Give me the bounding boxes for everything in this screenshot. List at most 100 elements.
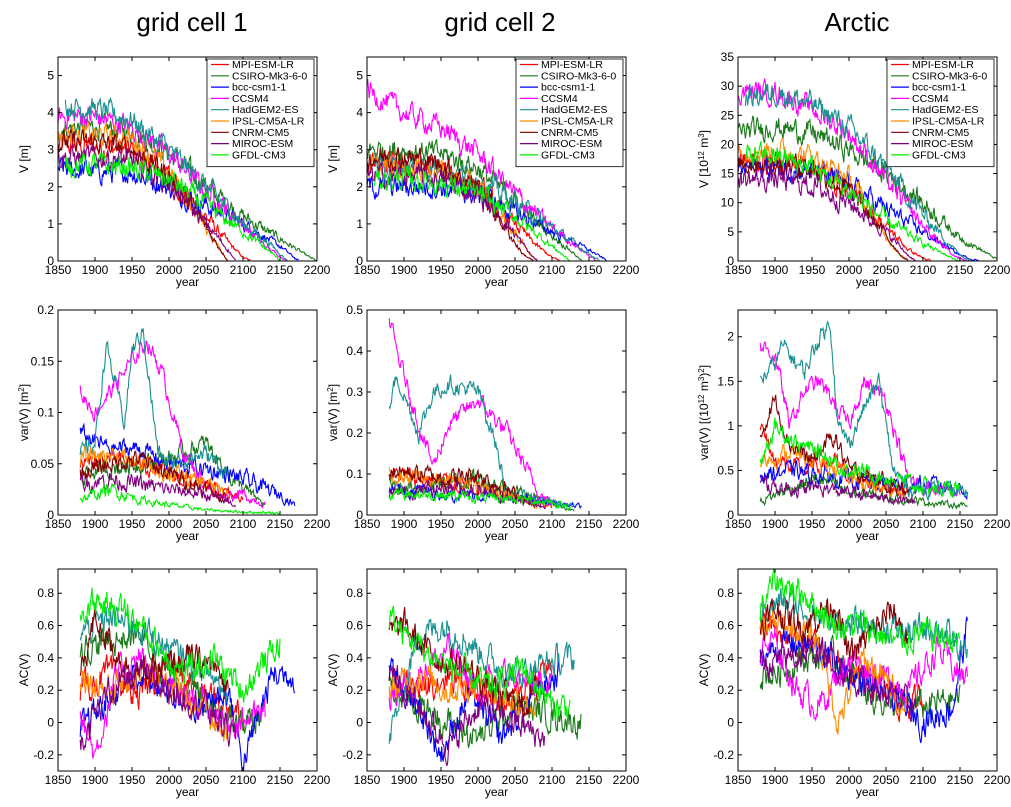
series-line-CCSM4 [79, 647, 266, 759]
y-tick-label: 0 [47, 254, 54, 268]
legend-entry: bcc-csm1-1 [912, 82, 966, 94]
y-axis-label: var(V) [m2] [17, 384, 32, 441]
y-tick-label: 4 [47, 106, 54, 120]
series-line-GFDL-CM3 [759, 417, 961, 498]
axes-box [737, 568, 998, 772]
legend-entry: CNRM-CM5 [232, 127, 289, 139]
axes-box [366, 56, 627, 262]
y-tick-label: 0.8 [717, 586, 734, 600]
x-tick-label: 1950 [428, 263, 455, 277]
x-tick-label: 2050 [193, 773, 220, 787]
y-tick-label: 35 [721, 50, 735, 64]
y-axis-label: V [m] [326, 145, 340, 173]
x-tick-label: 2200 [984, 517, 1011, 531]
legend-entry: IPSL-CM5A-LR [541, 116, 614, 128]
y-tick-label: 0.8 [346, 586, 363, 600]
series-line-MIROC-ESM [738, 166, 916, 261]
panel-v-cell1: 1850 1900 1950 2000 2050 2100 2150 2200 0 1 2 3 4 5 ye… [17, 56, 331, 289]
series-line-GFDL-CM3 [388, 484, 572, 510]
series-line-MIROC-ESM [79, 658, 237, 752]
legend-entry: GFDL-CM3 [232, 149, 286, 161]
y-tick-label: 0.2 [346, 426, 363, 440]
legend-entry: MPI-ESM-LR [912, 59, 974, 71]
x-tick-label: 2200 [984, 773, 1011, 787]
y-tick-label: 1.5 [717, 374, 734, 388]
series-line-bcc-csm1-1 [58, 156, 299, 261]
series-group [367, 78, 608, 261]
x-tick-label: 1850 [354, 517, 381, 531]
legend-entry: CSIRO-Mk3-6-0 [541, 70, 616, 82]
x-tick-label: 1850 [45, 517, 72, 531]
y-tick-label: 0.05 [31, 457, 55, 471]
y-tick-label: 5 [727, 225, 734, 239]
legend-entry: MIROC-ESM [912, 138, 973, 150]
x-tick-label: 1900 [762, 517, 789, 531]
axes-box [57, 568, 318, 772]
y-tick-label: 0.6 [37, 619, 54, 633]
series-line-CNRM-CM5 [79, 603, 229, 693]
series-line-CSIRO-Mk3-6-0 [759, 634, 961, 719]
y-tick-label: 3 [47, 143, 54, 157]
y-axis-label: var(V) [m2] [326, 384, 341, 441]
x-tick-label: 1950 [119, 263, 146, 277]
series-line-bcc-csm1-1 [759, 616, 968, 744]
x-axis-label: year [856, 785, 879, 799]
x-tick-label: 2100 [539, 263, 566, 277]
y-tick-label: 10 [721, 196, 735, 210]
y-tick-label: 0.6 [717, 619, 734, 633]
legend-entry: bcc-csm1-1 [541, 82, 595, 94]
y-tick-label: 1 [356, 217, 363, 231]
x-tick-label: 1900 [391, 517, 418, 531]
x-axis-label: year [485, 275, 508, 289]
series-line-CNRM-CM5 [388, 463, 538, 509]
x-tick-label: 2150 [267, 517, 294, 531]
legend-box [515, 58, 624, 168]
series-line-GFDL-CM3 [744, 141, 960, 261]
x-axis-label: year [176, 529, 199, 543]
y-tick-label: 0.1 [37, 406, 54, 420]
x-tick-label: 1850 [45, 773, 72, 787]
x-tick-label: 2150 [947, 517, 974, 531]
panel-v-cell2: 1850 1900 1950 2000 2050 2100 2150 2200 0 1 2 3 4 5 ye… [326, 56, 640, 289]
series-group [58, 96, 317, 261]
series-line-IPSL-CM5A-LR [388, 665, 538, 719]
x-tick-label: 2150 [576, 773, 603, 787]
x-tick-label: 2100 [910, 773, 937, 787]
legend-entry: CCSM4 [541, 93, 578, 105]
x-tick-label: 2050 [502, 773, 529, 787]
series-line-HadGEM2-ES [388, 374, 575, 509]
x-tick-label: 2150 [576, 263, 603, 277]
y-tick-label: 30 [721, 79, 735, 93]
y-tick-label: 0.6 [346, 619, 363, 633]
x-tick-label: 2100 [539, 517, 566, 531]
x-tick-label: 2000 [465, 263, 492, 277]
x-tick-label: 2050 [502, 263, 529, 277]
x-tick-label: 2100 [230, 517, 257, 531]
y-tick-label: 0.4 [346, 344, 363, 358]
x-tick-label: 2000 [836, 517, 863, 531]
x-tick-label: 1900 [82, 773, 109, 787]
y-tick-label: 1 [727, 419, 734, 433]
axes-box [737, 309, 998, 516]
series-line-HadGEM2-ES [79, 328, 229, 479]
series-line-GFDL-CM3 [79, 483, 281, 515]
legend-entry: CSIRO-Mk3-6-0 [232, 70, 307, 82]
y-tick-label: 0.15 [31, 354, 55, 368]
x-tick-label: 2050 [873, 517, 900, 531]
x-tick-label: 2000 [156, 517, 183, 531]
x-tick-label: 1950 [799, 263, 826, 277]
y-tick-label: 0.5 [717, 463, 734, 477]
x-tick-label: 2200 [613, 263, 640, 277]
series-line-IPSL-CM5A-LR [58, 122, 229, 261]
series-line-IPSL-CM5A-LR [759, 444, 909, 502]
x-axis-label: year [856, 275, 879, 289]
x-tick-label: 2000 [465, 517, 492, 531]
x-tick-label: 2050 [502, 517, 529, 531]
y-axis-label: var(V) [(1012 m3)2] [697, 365, 712, 460]
y-tick-label: 0.1 [346, 467, 363, 481]
x-tick-label: 2100 [539, 773, 566, 787]
y-tick-label: 5 [47, 69, 54, 83]
y-axis-label: AC(V) [326, 654, 340, 687]
legend-entry: IPSL-CM5A-LR [912, 116, 985, 128]
legend-entry: IPSL-CM5A-LR [232, 116, 305, 128]
